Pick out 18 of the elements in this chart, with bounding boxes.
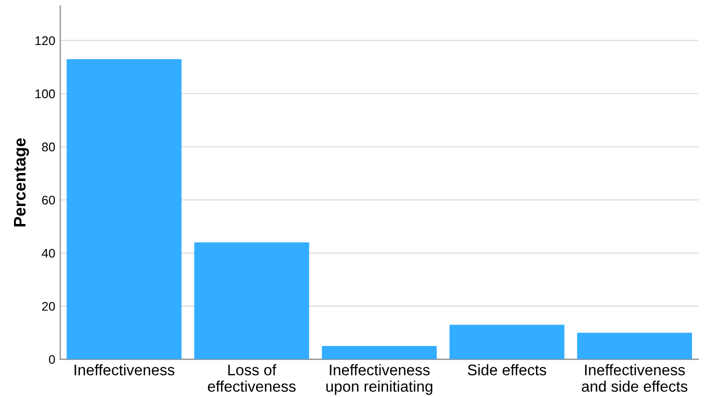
bar <box>577 332 692 360</box>
bar <box>194 242 310 360</box>
y-tick-label: 20 <box>42 302 55 311</box>
bar <box>322 346 437 360</box>
bar <box>450 324 564 360</box>
x-tick-label: Ineffectiveness <box>74 364 174 376</box>
y-tick-label: 40 <box>42 248 55 258</box>
x-tick-label: Ineffectiveness and side effects <box>582 364 688 392</box>
y-axis-title: Percentage <box>14 138 29 226</box>
x-tick-label: Side effects <box>468 364 546 376</box>
x-tick-label: Ineffectiveness upon reinitiating <box>326 364 432 395</box>
y-tick-label: 100 <box>36 89 55 98</box>
y-tick-label: 120 <box>36 36 55 46</box>
y-tick-label: 0 <box>48 355 55 364</box>
bar <box>66 59 182 360</box>
y-tick-label: 80 <box>42 142 55 152</box>
x-tick-label: Loss of effectiveness <box>208 364 296 392</box>
y-tick-label: 60 <box>42 196 55 205</box>
